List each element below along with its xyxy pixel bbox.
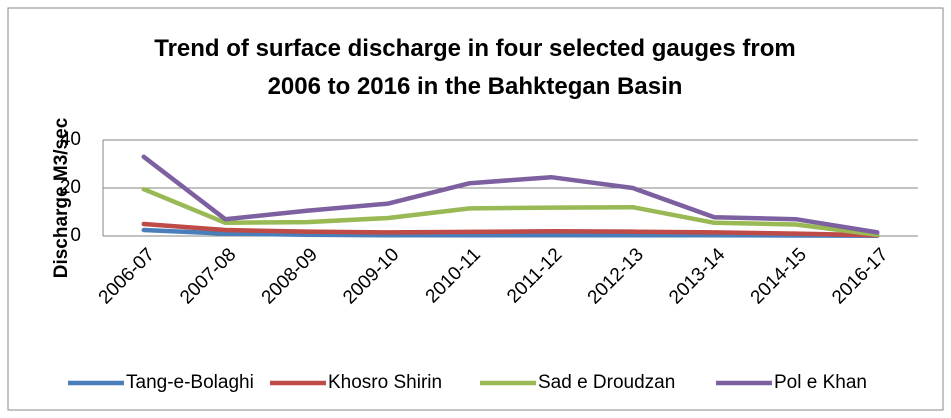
y-tick-label: 20 (60, 177, 81, 198)
title-line: Trend of surface discharge in four selec… (154, 35, 796, 62)
y-tick-label: 40 (60, 129, 81, 150)
legend-label: Pol e Khan (774, 372, 867, 393)
chart-title: Trend of surface discharge in four selec… (154, 35, 796, 100)
legend-label: Khosro Shirin (328, 372, 442, 393)
series-line (141, 227, 880, 239)
legend-label: Sad e Droudzan (538, 372, 675, 393)
y-axis-label: Discharge M3/sec (51, 117, 72, 278)
y-tick-label: 0 (70, 225, 81, 246)
series-line (141, 186, 880, 238)
legend-label: Tang-e-Bolaghi (126, 372, 254, 393)
title-line: 2006 to 2016 in the Bahktegan Basin (268, 73, 683, 100)
series-line (141, 154, 880, 235)
series-line (141, 221, 880, 238)
